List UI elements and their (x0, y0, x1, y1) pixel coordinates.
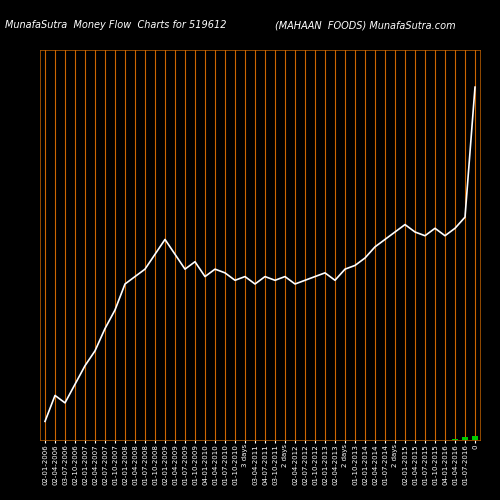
Text: (MAHAAN  FOODS) MunafaSutra.com: (MAHAAN FOODS) MunafaSutra.com (275, 20, 456, 30)
Bar (462, 438, 468, 440)
Text: MunafaSutra  Money Flow  Charts for 519612: MunafaSutra Money Flow Charts for 519612 (5, 20, 226, 30)
Bar (472, 436, 478, 440)
